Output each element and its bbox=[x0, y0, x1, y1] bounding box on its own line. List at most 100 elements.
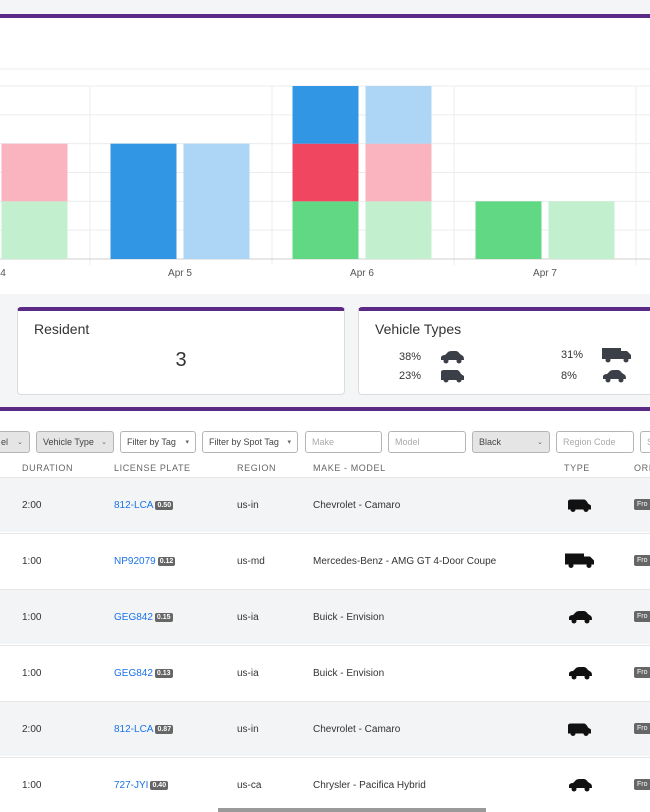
resident-value: 3 bbox=[175, 349, 187, 371]
vehicle-type-item: 8% bbox=[561, 369, 627, 383]
license-plate-link[interactable]: 812-LCA bbox=[114, 724, 154, 735]
tag-filter[interactable]: Filter by Tag ▾ bbox=[120, 431, 196, 453]
caret-down-icon: ▾ bbox=[287, 439, 291, 446]
vehicle-types-title: Vehicle Types bbox=[375, 321, 462, 337]
bar-segment bbox=[365, 201, 432, 259]
search-input-truncated[interactable]: S bbox=[640, 431, 650, 453]
sedan-icon bbox=[566, 610, 594, 629]
license-plate-link[interactable]: NP92079 bbox=[114, 556, 156, 567]
origin-badge: Fro bbox=[634, 723, 650, 734]
x-tick-label: Apr 7 bbox=[533, 268, 557, 279]
license-plate-cell: 812-LCA 0.50 bbox=[114, 500, 174, 511]
vehicle-type-filter[interactable]: Vehicle Type ⌄ bbox=[36, 431, 114, 453]
header-make-model[interactable]: MAKE - MODEL bbox=[313, 463, 386, 473]
sedan-icon bbox=[566, 666, 594, 685]
bar-segment bbox=[365, 86, 432, 144]
vehicle-type-pct: 8% bbox=[561, 370, 577, 382]
van-icon bbox=[566, 498, 592, 518]
license-plate-link[interactable]: 812-LCA bbox=[114, 500, 154, 511]
vehicle-type-pct: 31% bbox=[561, 349, 584, 361]
chart-card: r 4 Apr 5 Apr 6 Apr 7 bbox=[0, 14, 650, 294]
header-type[interactable]: TYPE bbox=[564, 463, 590, 473]
table-row[interactable]: 1:00 GEG842 0.15 us-ia Buick - Envision Fro bbox=[0, 589, 650, 644]
filter-label: Black bbox=[479, 437, 502, 447]
make-model-cell: Buick - Envision bbox=[313, 668, 385, 679]
chevron-down-icon: ⌄ bbox=[537, 439, 543, 446]
resident-card: Resident 3 bbox=[17, 307, 345, 395]
sedan-icon bbox=[441, 351, 464, 364]
make-model-cell: Chevrolet - Camaro bbox=[313, 724, 401, 735]
horizontal-scrollbar[interactable] bbox=[218, 808, 486, 812]
x-tick-label: Apr 5 bbox=[168, 268, 192, 279]
vehicle-type-item: 38% bbox=[399, 350, 465, 364]
table-row[interactable]: 1:00 GEG842 0.13 us-ia Buick - Envision Fro bbox=[0, 645, 650, 700]
vehicle-type-pct: 38% bbox=[399, 351, 422, 363]
make-model-cell: Buick - Envision bbox=[313, 612, 385, 623]
filter-label: Filter by Tag bbox=[127, 437, 176, 447]
confidence-badge: 0.50 bbox=[155, 501, 174, 510]
header-origin[interactable]: ORI bbox=[634, 463, 650, 473]
region-cell: us-ca bbox=[237, 780, 262, 791]
bar-segment bbox=[292, 201, 359, 259]
sedan-icon bbox=[603, 370, 626, 383]
header-duration[interactable]: DURATION bbox=[22, 463, 74, 473]
region-cell: us-md bbox=[237, 556, 265, 567]
duration-cell: 1:00 bbox=[22, 668, 42, 679]
license-plate-cell: 812-LCA 0.87 bbox=[114, 724, 174, 735]
bar-segment bbox=[292, 143, 359, 202]
region-cell: us-in bbox=[237, 724, 259, 735]
license-plate-cell: GEG842 0.15 bbox=[114, 612, 173, 623]
vehicle-type-item: 23% bbox=[399, 369, 465, 383]
table-row[interactable]: 1:00 NP92079 0.12 us-md Mercedes-Benz - AMG … bbox=[0, 533, 650, 588]
truck-icon bbox=[564, 552, 596, 574]
chevron-down-icon: ⌄ bbox=[101, 439, 107, 446]
input-placeholder: Make bbox=[312, 437, 335, 447]
region-cell: us-ia bbox=[237, 668, 259, 679]
make-input[interactable]: Make bbox=[305, 431, 382, 453]
header-region[interactable]: REGION bbox=[237, 463, 277, 473]
origin-badge: Fro bbox=[634, 779, 650, 790]
confidence-badge: 0.13 bbox=[154, 669, 173, 678]
duration-cell: 1:00 bbox=[22, 612, 42, 623]
sessions-table-card: el ⌄ Vehicle Type ⌄ Filter by Tag ▾ Filter … bbox=[0, 407, 650, 812]
table-row[interactable]: 1:00 727-JYI 0.40 us-ca Chrysler - Pacifica … bbox=[0, 757, 650, 812]
table-row[interactable]: 2:00 812-LCA 0.50 us-in Chevrolet - Camaro Fr… bbox=[0, 477, 650, 532]
make-model-cell: Chevrolet - Camaro bbox=[313, 500, 401, 511]
duration-cell: 1:00 bbox=[22, 556, 42, 567]
filter-label: el bbox=[1, 437, 9, 447]
van-icon bbox=[441, 370, 464, 383]
chevron-down-icon: ⌄ bbox=[17, 439, 23, 446]
color-filter[interactable]: Black ⌄ bbox=[472, 431, 550, 453]
origin-badge: Fro bbox=[634, 667, 650, 678]
make-model-cell: Chrysler - Pacifica Hybrid bbox=[313, 780, 426, 791]
model-input[interactable]: Model bbox=[388, 431, 466, 453]
table-row[interactable]: 2:00 812-LCA 0.87 us-in Chevrolet - Camaro Fr… bbox=[0, 701, 650, 756]
duration-cell: 2:00 bbox=[22, 724, 42, 735]
filter-select-truncated[interactable]: el ⌄ bbox=[0, 431, 30, 453]
input-placeholder: Model bbox=[395, 437, 420, 447]
license-plate-link[interactable]: 727-JYI bbox=[114, 780, 149, 791]
license-plate-cell: 727-JYI 0.40 bbox=[114, 780, 169, 791]
origin-badge: Fro bbox=[634, 499, 650, 510]
license-plate-link[interactable]: GEG842 bbox=[114, 668, 153, 679]
input-placeholder: Region Code bbox=[563, 437, 616, 447]
caret-down-icon: ▾ bbox=[185, 439, 189, 446]
confidence-badge: 0.40 bbox=[150, 781, 169, 790]
bar-segment bbox=[475, 201, 542, 259]
input-placeholder: S bbox=[647, 437, 650, 447]
region-cell: us-in bbox=[237, 500, 259, 511]
header-license-plate[interactable]: LICENSE PLATE bbox=[114, 463, 191, 473]
x-tick-label: r 4 bbox=[0, 268, 6, 279]
duration-cell: 2:00 bbox=[22, 500, 42, 511]
region-code-input[interactable]: Region Code bbox=[556, 431, 634, 453]
bar-segment bbox=[183, 143, 250, 259]
bar-segment bbox=[1, 201, 68, 259]
confidence-badge: 0.12 bbox=[157, 557, 176, 566]
license-plate-cell: GEG842 0.13 bbox=[114, 668, 173, 679]
region-cell: us-ia bbox=[237, 612, 259, 623]
vehicle-types-card: Vehicle Types 38% 31% 23% 8% bbox=[358, 307, 650, 395]
x-tick-label: Apr 6 bbox=[350, 268, 374, 279]
license-plate-link[interactable]: GEG842 bbox=[114, 612, 153, 623]
spot-tag-filter[interactable]: Filter by Spot Tag ▾ bbox=[202, 431, 298, 453]
